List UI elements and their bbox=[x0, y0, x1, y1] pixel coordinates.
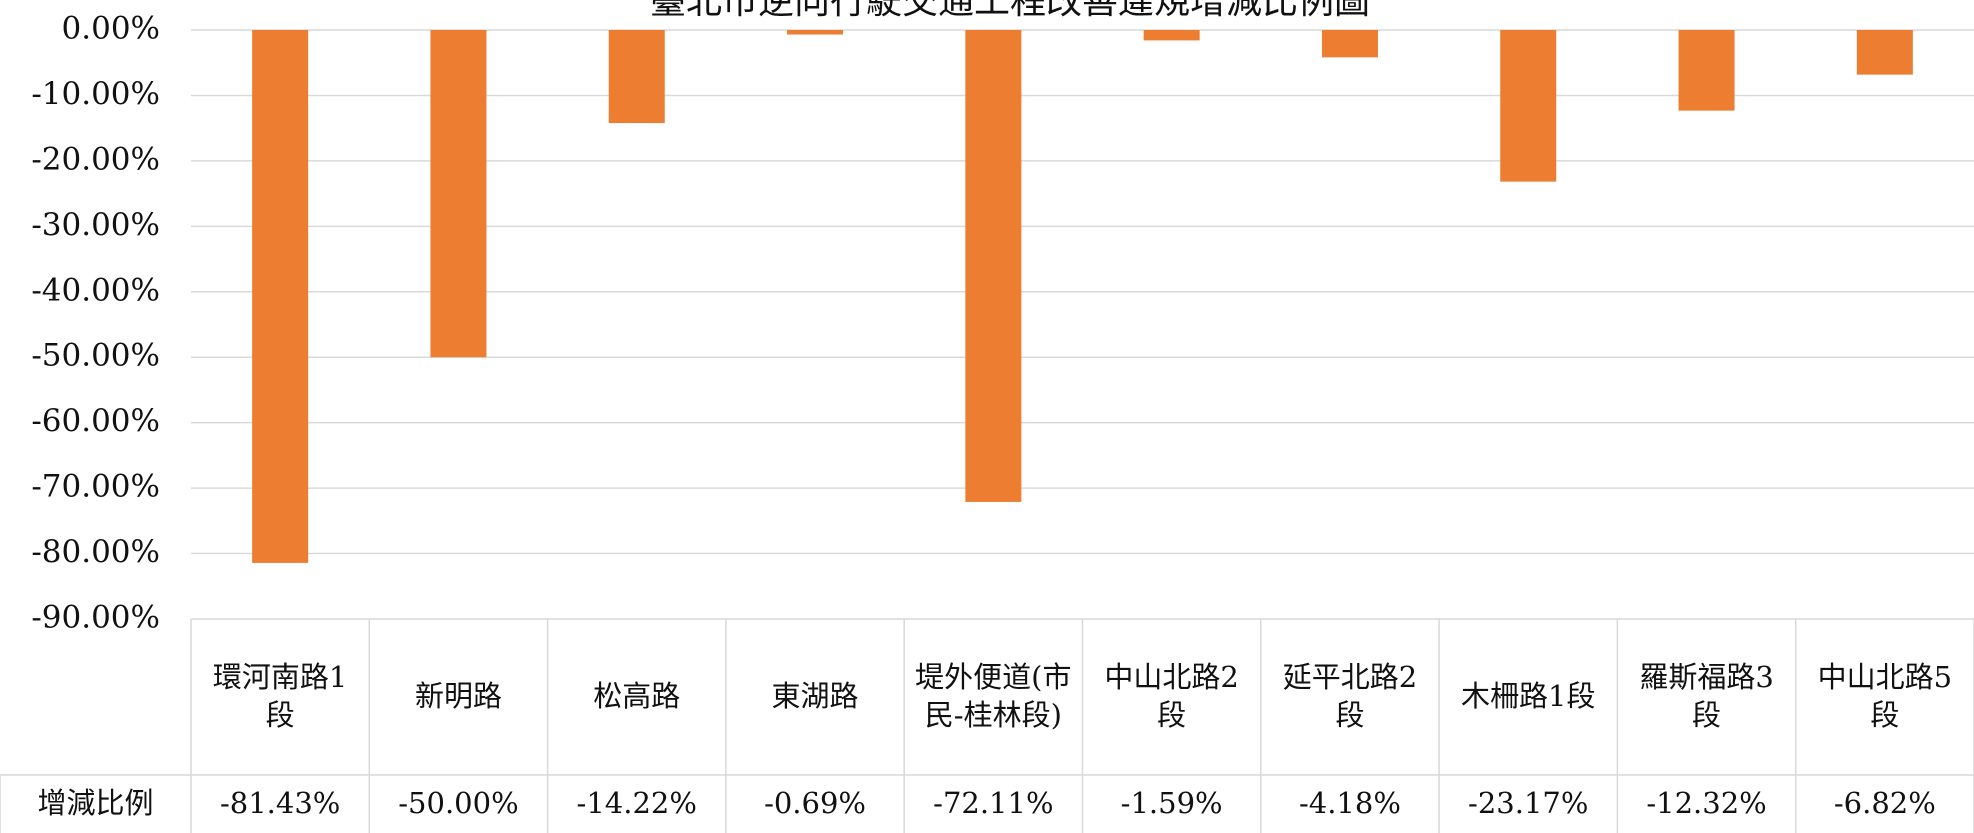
x-tick-label: 環河南路1段 bbox=[212, 660, 348, 732]
bar bbox=[608, 30, 665, 124]
x-tick-label: 木柵路1段 bbox=[1461, 679, 1596, 714]
x-tick-label: 松高路 bbox=[593, 679, 681, 714]
y-tick-label: -40.00% bbox=[31, 272, 160, 308]
data-label: -6.82% bbox=[1833, 786, 1936, 821]
bar bbox=[1856, 30, 1913, 75]
y-tick-label: -50.00% bbox=[31, 338, 160, 374]
x-tick-label: 東湖路 bbox=[771, 679, 859, 714]
data-label: -23.17% bbox=[1468, 786, 1589, 821]
y-tick-label: -90.00% bbox=[31, 600, 160, 636]
y-tick-label: -80.00% bbox=[31, 534, 160, 570]
y-tick-label: -70.00% bbox=[31, 469, 160, 505]
data-label: -14.22% bbox=[576, 786, 697, 821]
bar bbox=[430, 30, 487, 358]
data-label: -4.18% bbox=[1298, 786, 1401, 821]
data-label: -72.11% bbox=[933, 786, 1054, 821]
bar bbox=[787, 30, 844, 35]
y-tick-label: -30.00% bbox=[31, 207, 160, 243]
data-label: -81.43% bbox=[219, 786, 341, 821]
y-tick-label: -20.00% bbox=[31, 141, 160, 177]
bar bbox=[252, 30, 309, 563]
bar bbox=[1500, 30, 1557, 182]
bar bbox=[1678, 30, 1735, 111]
x-tick-label: 新明路 bbox=[414, 679, 502, 714]
x-tick-label: 中山北路5段 bbox=[1817, 660, 1953, 732]
x-tick-label: 羅斯福路3段 bbox=[1639, 660, 1774, 732]
data-label: -1.59% bbox=[1120, 786, 1223, 821]
bar bbox=[1321, 30, 1378, 58]
data-label: -12.32% bbox=[1646, 786, 1767, 821]
bar bbox=[965, 30, 1022, 502]
legend-label: 增減比例 bbox=[37, 786, 154, 821]
y-tick-label: 0.00% bbox=[62, 11, 160, 47]
data-label: -0.69% bbox=[764, 786, 866, 821]
y-tick-label: -60.00% bbox=[31, 403, 160, 439]
x-tick-label: 中山北路2段 bbox=[1104, 660, 1239, 732]
x-tick-label: 堤外便道(市民-桂林段) bbox=[915, 660, 1072, 732]
chart-title: 臺北市逆向行駛交通工程改善違規增減比例圖 bbox=[650, 0, 1370, 22]
y-tick-label: -10.00% bbox=[31, 76, 160, 112]
bar bbox=[1143, 30, 1200, 41]
data-label: -50.00% bbox=[398, 786, 519, 821]
x-tick-label: 延平北路2段 bbox=[1282, 660, 1418, 732]
